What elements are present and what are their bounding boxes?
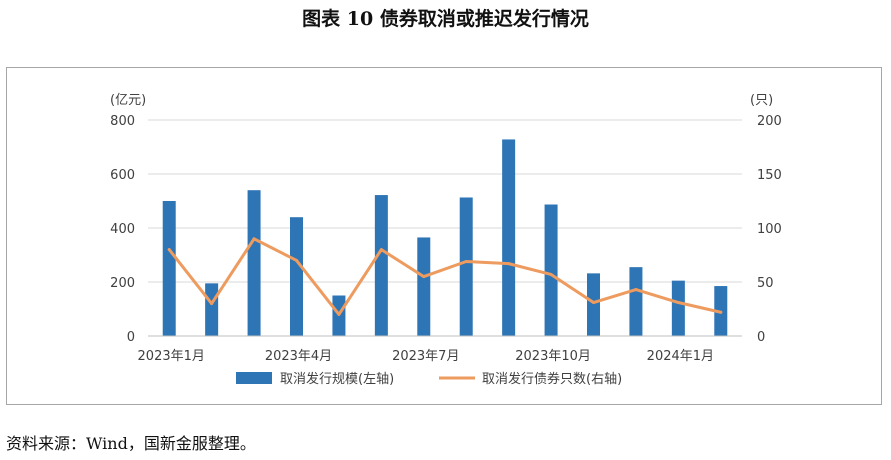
legend-label-line: 取消发行债券只数(右轴) (482, 371, 622, 387)
y-right-tick-label: 150 (757, 168, 782, 183)
line-point (252, 237, 256, 241)
y-right-tick-label: 0 (757, 330, 765, 345)
y-right-tick-label: 50 (757, 276, 774, 291)
legend-swatch-bar (236, 372, 272, 384)
line-point (549, 272, 553, 276)
bar (247, 190, 261, 336)
line-series (167, 237, 723, 316)
y-right-unit: (只) (750, 93, 773, 108)
x-tick-label: 2023年1月 (138, 349, 205, 364)
bar (587, 273, 600, 336)
chart-frame: 0 200 400 600 800 0 50 100 150 200 (亿元) (只) 2023年1月 2… (6, 67, 882, 405)
line-point (634, 288, 638, 292)
y-right-tick-label: 100 (757, 222, 782, 237)
y-left-tick-label: 600 (110, 168, 135, 183)
bar (544, 204, 558, 336)
line-point (592, 301, 595, 305)
bar (162, 201, 176, 336)
line-point (719, 310, 723, 314)
line-point (676, 301, 680, 305)
bar (374, 195, 388, 336)
line-point (379, 248, 383, 252)
bar (290, 217, 303, 336)
line-point (210, 302, 214, 306)
bar (671, 280, 685, 336)
x-tick-label: 2023年10月 (515, 349, 591, 364)
line-point (167, 248, 171, 252)
bar (417, 237, 431, 336)
line-point (507, 262, 511, 266)
legend-label-bar: 取消发行规模(左轴) (280, 371, 394, 387)
y-left-tick-label: 800 (110, 114, 135, 129)
x-tick-label: 2023年7月 (392, 349, 459, 364)
y-left-tick-label: 200 (110, 276, 135, 291)
y-left-tick-label: 0 (127, 330, 135, 345)
bar (629, 267, 643, 336)
bar (502, 139, 516, 336)
line-point (464, 259, 468, 263)
source-note: 资料来源：Wind，国新金服整理。 (6, 434, 256, 453)
line-point (422, 275, 426, 279)
bar (205, 283, 219, 336)
y-left-unit: (亿元) (110, 93, 146, 108)
x-tick-label: 2024年1月 (647, 349, 714, 364)
line-point (295, 258, 298, 262)
chart-svg: 0 200 400 600 800 0 50 100 150 200 (亿元) (只) 2023年1月 2… (110, 93, 782, 387)
bar (459, 197, 473, 336)
line-point (337, 312, 341, 316)
chart-title: 图表 10 债券取消或推迟发行情况 (302, 8, 589, 30)
y-right-tick-label: 200 (757, 114, 782, 129)
y-left-tick-label: 400 (110, 222, 135, 237)
x-tick-label: 2023年4月 (265, 349, 332, 364)
